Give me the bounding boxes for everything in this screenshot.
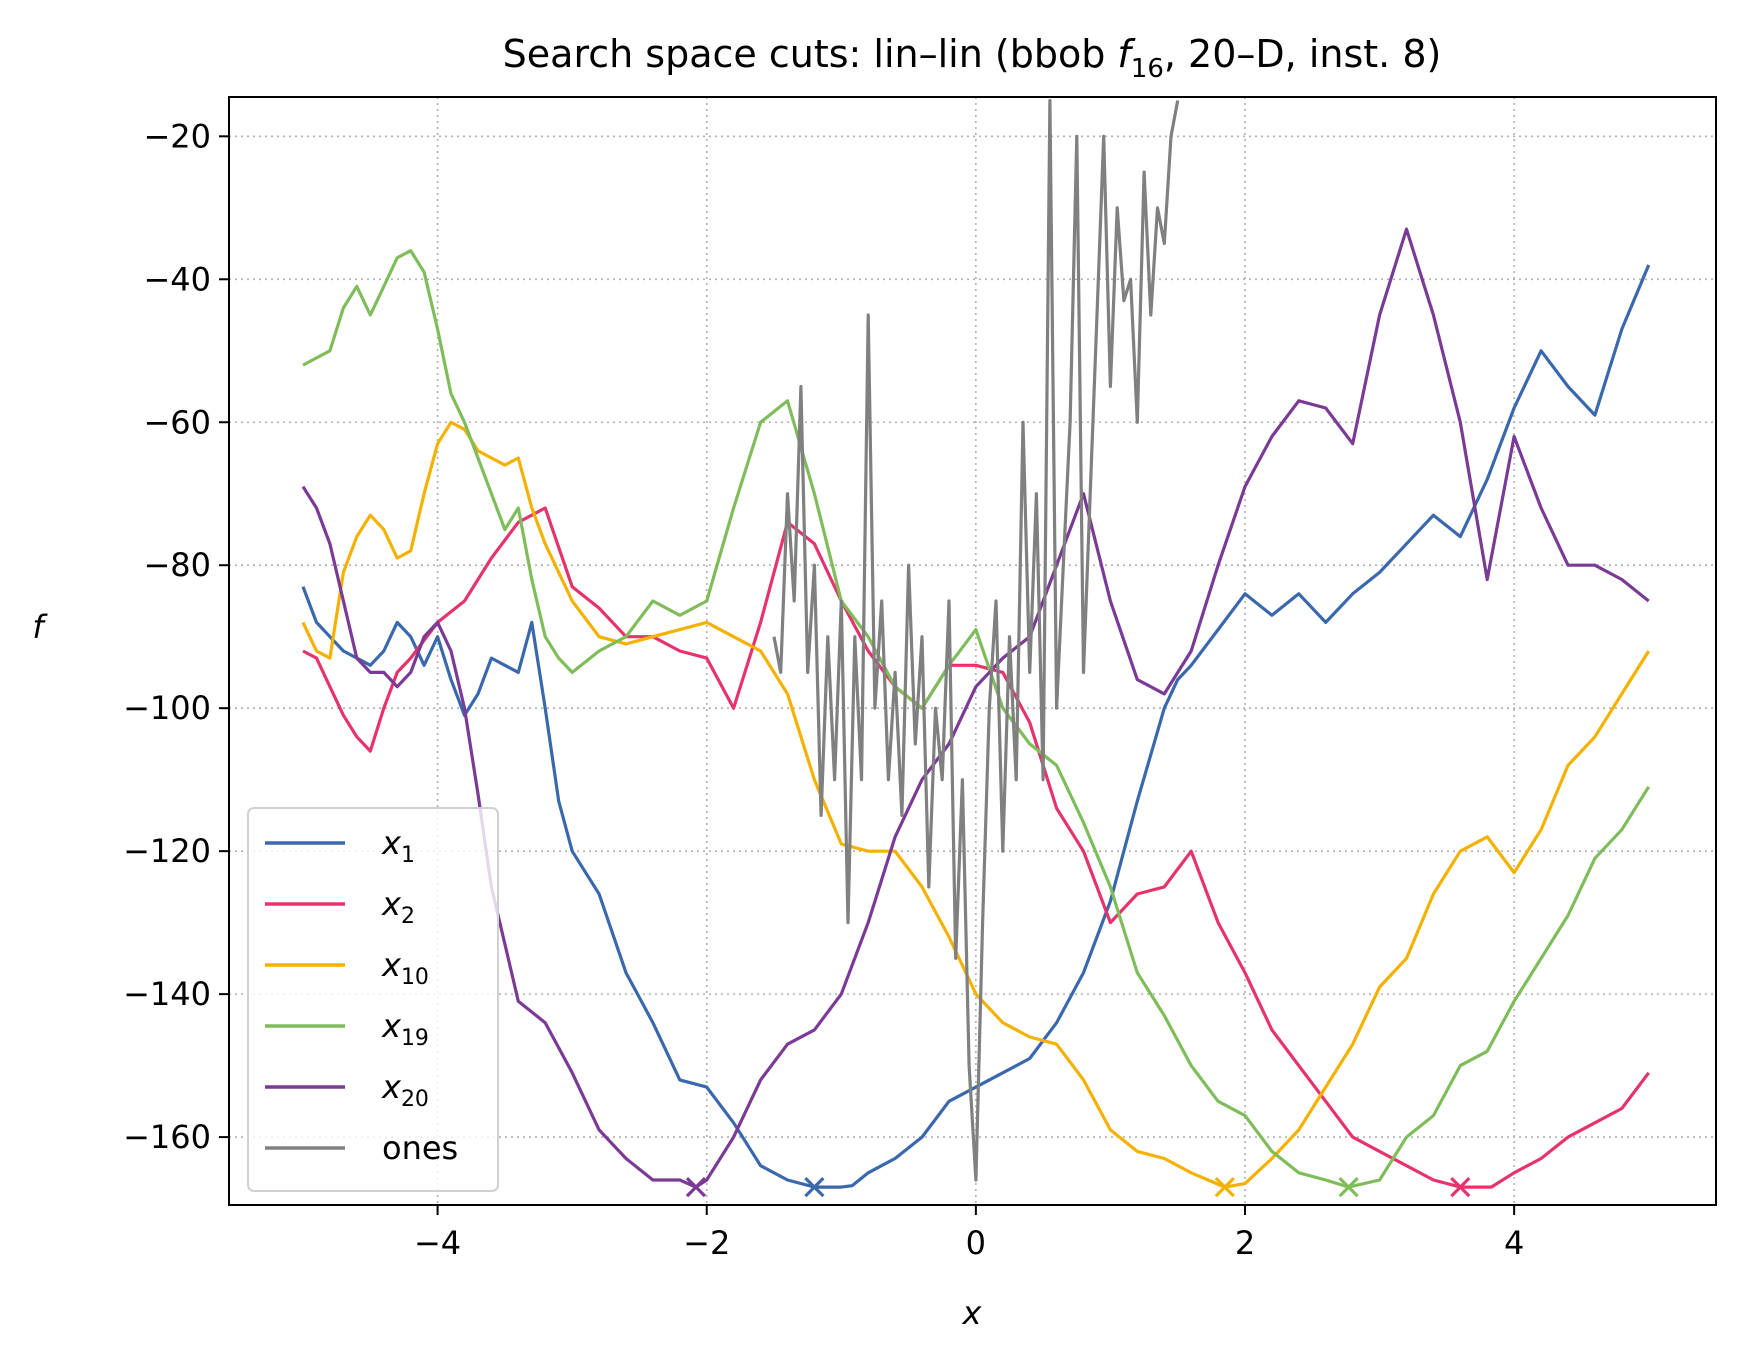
minimum-marker-x10 (1214, 1176, 1235, 1198)
y-tick-label: −160 (123, 1118, 211, 1156)
series-line-x1 (301, 264, 1651, 1189)
legend-frame (247, 807, 499, 1192)
y-tick-label: −120 (123, 832, 211, 870)
legend: x1 x2 x10 x19 x20 ones (247, 807, 499, 1192)
legend-entry-x19: x19 (265, 1007, 429, 1051)
legend-entry-x10: x10 (265, 946, 429, 990)
y-tick-label: −60 (143, 403, 211, 441)
x-tick-label: −2 (683, 1224, 730, 1262)
legend-entry-x20: x20 (265, 1068, 429, 1112)
legend-entry-ones: ones (265, 1129, 458, 1167)
series-line-x10 (301, 420, 1651, 1189)
y-tick-label: −100 (123, 689, 211, 727)
chart-title-suffix: , 20–D, inst. 8) (1164, 32, 1441, 76)
chart-title: Search space cuts: lin–lin (bbob f16, 20… (503, 32, 1442, 84)
x-tick-label: −4 (414, 1224, 461, 1262)
minimum-marker-x1 (804, 1176, 825, 1198)
y-tick-label: −40 (143, 260, 211, 298)
legend-label: x20 (381, 1068, 429, 1112)
y-tick-label: −80 (143, 546, 211, 584)
series-lines (301, 98, 1651, 1189)
legend-label: x2 (381, 885, 415, 929)
chart-title-prefix: Search space cuts: lin–lin (bbob (503, 32, 1118, 76)
y-tick-label: −140 (123, 975, 211, 1013)
series-line-x20 (301, 227, 1650, 1189)
y-axis: −20 −40 −60 −80 −100 −120 −140 −160 (123, 117, 229, 1156)
minimum-markers (685, 1176, 1471, 1198)
y-axis-label: f (32, 608, 48, 646)
series-line-ones (772, 98, 1180, 1182)
legend-label: x1 (381, 824, 415, 868)
plot-area-frame (228, 96, 1717, 1206)
legend-label: x10 (381, 946, 429, 990)
y-tick-label: −20 (143, 117, 211, 155)
minimum-marker-x20 (685, 1176, 707, 1198)
x-tick-label: 0 (966, 1224, 986, 1262)
legend-entry-x1: x1 (265, 824, 415, 868)
legend-label: x19 (381, 1007, 429, 1051)
chart-title-function-subscript: 16 (1131, 54, 1164, 84)
x-axis-label: x (962, 1294, 983, 1332)
x-tick-label: 2 (1235, 1224, 1255, 1262)
legend-label: ones (382, 1129, 458, 1167)
x-tick-label: 4 (1504, 1224, 1524, 1262)
minimum-marker-x2 (1450, 1176, 1471, 1198)
minimum-marker-x19 (1338, 1176, 1359, 1198)
x-axis: −4 −2 0 2 4 (414, 1205, 1524, 1262)
legend-entry-x2: x2 (265, 885, 415, 929)
legend-entries: x1 x2 x10 x19 x20 ones (265, 824, 458, 1167)
